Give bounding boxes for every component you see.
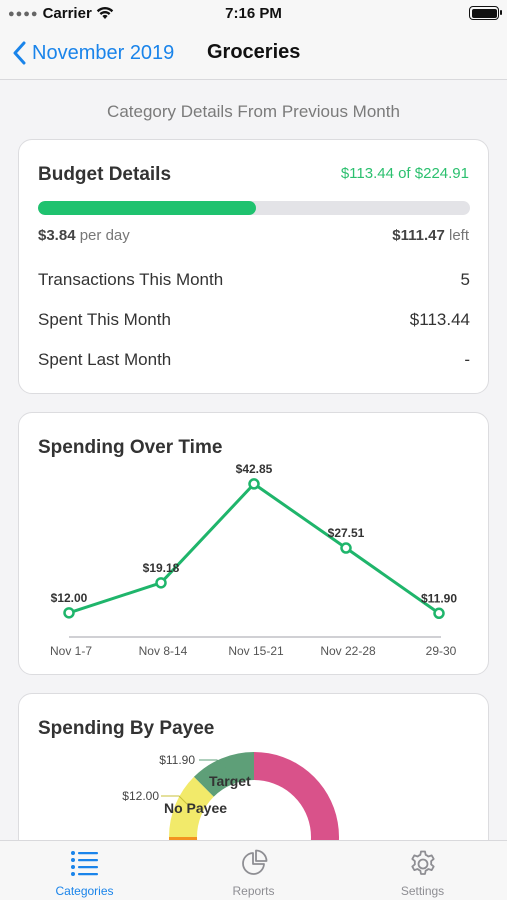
slice-orange — [169, 837, 198, 840]
budget-details-title: Budget Details — [38, 164, 172, 185]
stat-row-label: Spent Last Month — [38, 350, 172, 369]
left-amount: $111.47 — [392, 227, 445, 244]
callout-line-target — [199, 759, 228, 769]
stat-row-label: Spent This Month — [38, 310, 171, 329]
spending-line-chart: $12.00 Nov 1-7 $19.18 Nov 8-14 $42.85 Nov 15-… — [50, 462, 457, 658]
gear-icon — [410, 850, 435, 875]
battery-icon — [469, 6, 502, 20]
data-label: $19.18 — [143, 561, 180, 575]
stat-row-label: Transactions This Month — [38, 270, 224, 289]
series-line — [68, 482, 440, 615]
tab-settings[interactable]: Settings — [338, 841, 507, 900]
left-suffix: left — [448, 227, 469, 244]
data-label: $42.85 — [236, 462, 273, 476]
data-point — [340, 542, 352, 554]
back-button-label: November 2019 — [32, 41, 175, 64]
payee-donut-chart: $11.90 Target $12.00 No Payee — [122, 752, 339, 840]
x-tick-label: Nov 22-28 — [320, 644, 376, 658]
page-title: Groceries — [207, 41, 301, 63]
budget-progress-fill — [38, 201, 256, 215]
stat-row-spent-last-month: Spent Last Month - — [38, 350, 470, 374]
x-tick-label: 29-30 — [426, 644, 457, 658]
stat-row-value: $113.44 — [409, 310, 470, 329]
list-icon — [70, 851, 98, 876]
spending-by-payee-card: Spending By Payee $11.90 Target $12.00 No P… — [18, 693, 489, 840]
back-button[interactable]: November 2019 — [12, 39, 174, 67]
status-bar: ●●●● Carrier 7:16 PM — [0, 0, 507, 28]
per-day-amount: $3.84 — [38, 227, 76, 244]
x-tick-label: Nov 15-21 — [228, 644, 284, 658]
x-tick-label: Nov 8-14 — [139, 644, 188, 658]
slice-target — [193, 752, 254, 797]
budget-progress-bar — [38, 201, 470, 215]
data-label: $11.90 — [421, 591, 457, 605]
spending-over-time-card: Spending Over Time $12.00 Nov 1-7 $19.18 No… — [18, 412, 489, 675]
clock: 7:16 PM — [225, 5, 282, 22]
navigation-bar: November 2019 Groceries — [0, 28, 507, 80]
budget-details-card: Budget Details $113.44 of $224.91 $3.84 … — [18, 139, 489, 394]
data-label: $27.51 — [328, 526, 365, 540]
spending-by-payee-title: Spending By Payee — [38, 718, 215, 739]
tab-categories[interactable]: Categories — [0, 841, 169, 900]
tab-bar: Categories Reports Settings — [0, 840, 507, 900]
tab-label: Settings — [400, 884, 445, 898]
callout-value: $12.00 — [122, 789, 159, 803]
data-point — [248, 478, 260, 490]
signal-dots-icon: ●●●● — [8, 7, 39, 20]
data-point — [155, 577, 167, 589]
tab-label: Categories — [55, 884, 114, 898]
slice-no-payee — [169, 776, 214, 837]
left-text: $111.47 left — [392, 227, 469, 244]
stat-row-transactions: Transactions This Month 5 — [38, 270, 470, 294]
section-subtitle: Category Details From Previous Month — [107, 102, 400, 121]
data-point — [63, 607, 75, 619]
data-point — [433, 607, 445, 620]
stat-row-spent-this-month: Spent This Month $113.44 — [38, 310, 470, 334]
tab-label: Reports — [232, 884, 275, 898]
callout-value: $11.90 — [159, 753, 195, 767]
wifi-icon — [96, 7, 113, 19]
tab-reports[interactable]: Reports — [169, 841, 338, 900]
pie-chart-icon — [241, 849, 267, 875]
x-tick-label: Nov 1-7 — [50, 644, 92, 658]
spending-over-time-title: Spending Over Time — [38, 437, 223, 458]
content-scroll-area[interactable]: Category Details From Previous Month Bud… — [0, 80, 507, 840]
slice-pink — [254, 752, 339, 840]
callout-line-no-payee — [161, 795, 188, 805]
budget-spent-of-total: $113.44 of $224.91 — [340, 165, 469, 182]
data-label: $12.00 — [51, 591, 88, 605]
per-day-text: $3.84 per day — [38, 227, 130, 244]
stat-row-value: - — [464, 350, 470, 369]
chevron-left-icon — [13, 41, 26, 65]
carrier-indicator: ●●●● Carrier — [8, 5, 114, 22]
slice-label: Target — [209, 773, 251, 789]
carrier-label: Carrier — [42, 5, 92, 22]
slice-label: No Payee — [164, 800, 227, 816]
per-day-suffix: per day — [79, 227, 130, 244]
stat-row-value: 5 — [460, 270, 470, 289]
